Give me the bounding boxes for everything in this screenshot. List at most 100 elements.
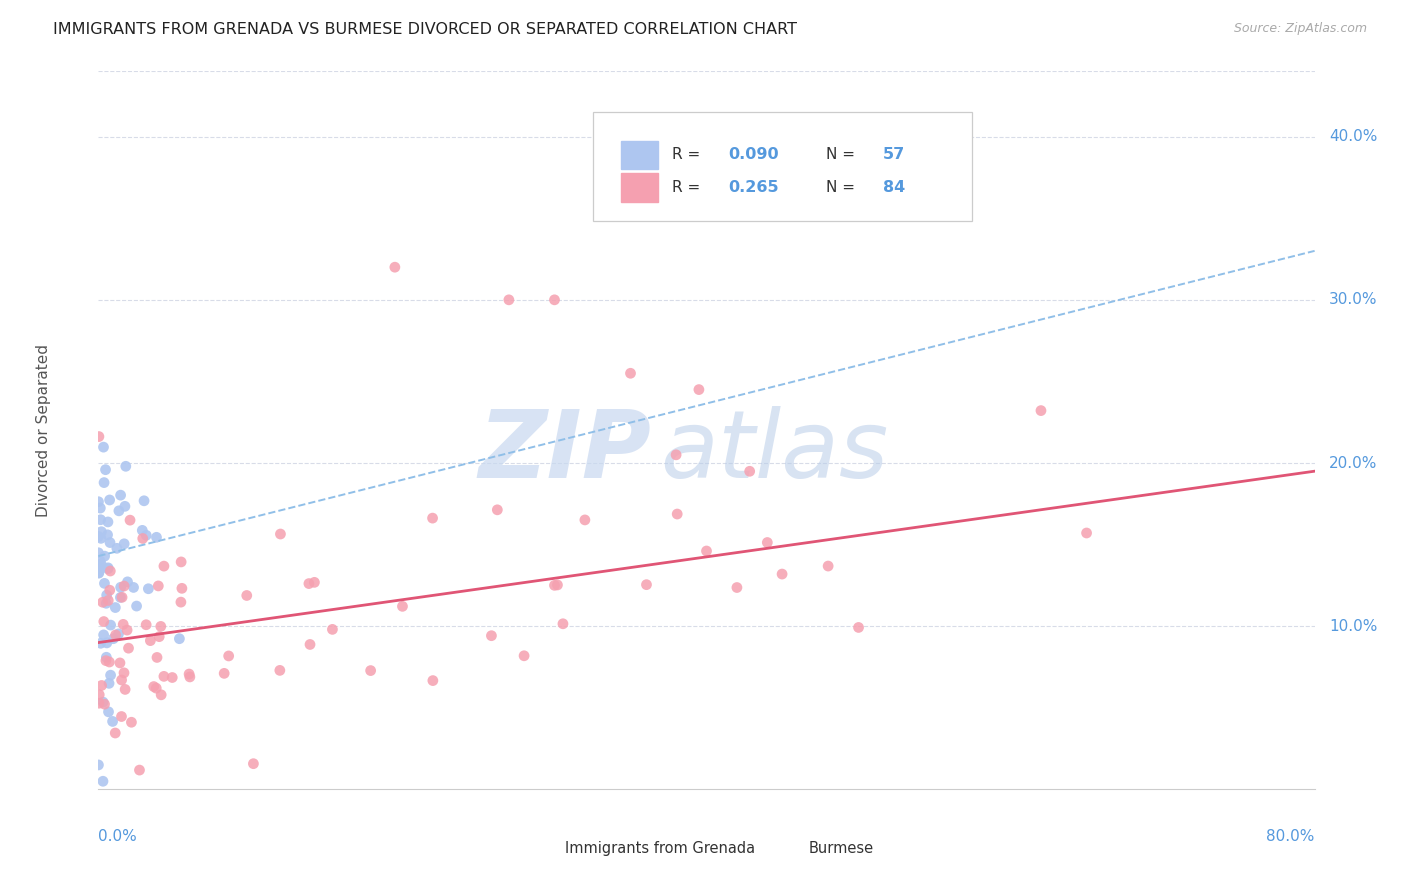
Text: 84: 84 bbox=[883, 180, 905, 195]
Point bbox=[87, 696, 110, 710]
Point bbox=[725, 581, 748, 595]
Point bbox=[91, 774, 114, 789]
Point bbox=[304, 575, 326, 590]
Point bbox=[269, 527, 291, 541]
Point bbox=[110, 591, 132, 605]
Point bbox=[391, 599, 413, 614]
Point bbox=[112, 665, 135, 680]
Point bbox=[148, 579, 170, 593]
Point bbox=[543, 293, 565, 307]
Point bbox=[87, 562, 110, 576]
Point bbox=[91, 595, 114, 609]
Point bbox=[546, 578, 568, 592]
Point bbox=[91, 695, 114, 709]
Point bbox=[110, 709, 132, 723]
Point bbox=[122, 581, 145, 595]
Point bbox=[97, 515, 120, 529]
Point bbox=[170, 582, 193, 596]
Point bbox=[135, 617, 157, 632]
Text: Immigrants from Grenada: Immigrants from Grenada bbox=[565, 841, 755, 855]
Text: 40.0%: 40.0% bbox=[1329, 129, 1378, 145]
Point bbox=[94, 463, 117, 477]
Point bbox=[117, 641, 139, 656]
Point bbox=[98, 493, 121, 508]
Point bbox=[212, 666, 235, 681]
Point bbox=[142, 680, 165, 694]
Point bbox=[153, 669, 176, 683]
Point bbox=[90, 678, 112, 692]
Point bbox=[169, 632, 191, 646]
Point bbox=[117, 574, 139, 589]
Point bbox=[170, 595, 193, 609]
Point bbox=[98, 655, 121, 669]
Point bbox=[1029, 403, 1052, 417]
Point bbox=[87, 529, 110, 543]
Point bbox=[125, 599, 148, 613]
Point bbox=[104, 726, 127, 740]
Point bbox=[100, 668, 122, 682]
Point bbox=[498, 293, 520, 307]
Point bbox=[89, 554, 111, 568]
Point bbox=[87, 494, 110, 508]
Point bbox=[96, 528, 118, 542]
Point bbox=[688, 383, 710, 397]
Bar bbox=[621, 141, 658, 169]
Text: atlas: atlas bbox=[661, 407, 889, 498]
Point bbox=[108, 656, 131, 670]
Point bbox=[103, 632, 125, 646]
Point bbox=[574, 513, 596, 527]
Point bbox=[114, 459, 136, 474]
Point bbox=[131, 524, 153, 538]
Point bbox=[150, 688, 173, 702]
Point bbox=[145, 681, 167, 696]
Point bbox=[120, 715, 142, 730]
Point bbox=[145, 530, 167, 544]
Text: Source: ZipAtlas.com: Source: ZipAtlas.com bbox=[1233, 22, 1367, 36]
Text: N =: N = bbox=[825, 180, 859, 195]
Point bbox=[93, 697, 115, 711]
Point bbox=[98, 583, 121, 598]
Point bbox=[218, 648, 240, 663]
Text: R =: R = bbox=[672, 180, 706, 195]
Point bbox=[817, 559, 839, 574]
Point bbox=[110, 580, 132, 594]
Point bbox=[179, 667, 201, 681]
Point bbox=[94, 654, 117, 668]
Point bbox=[551, 616, 574, 631]
Text: 57: 57 bbox=[883, 147, 905, 162]
Point bbox=[153, 559, 176, 574]
FancyBboxPatch shape bbox=[593, 112, 972, 220]
Point bbox=[108, 504, 131, 518]
Point bbox=[148, 630, 170, 644]
Point bbox=[93, 549, 115, 563]
Point bbox=[848, 620, 870, 634]
Point bbox=[107, 627, 129, 641]
Point bbox=[486, 503, 509, 517]
Point bbox=[619, 366, 641, 380]
Point bbox=[104, 600, 127, 615]
Point bbox=[93, 576, 115, 591]
Point bbox=[666, 507, 689, 521]
Point bbox=[89, 501, 111, 516]
Point bbox=[422, 673, 444, 688]
Point bbox=[132, 532, 155, 546]
Point bbox=[87, 566, 110, 580]
Point bbox=[110, 673, 132, 687]
Point bbox=[236, 589, 259, 603]
Text: Divorced or Separated: Divorced or Separated bbox=[37, 344, 51, 516]
Point bbox=[93, 440, 115, 454]
Point bbox=[481, 629, 503, 643]
Point bbox=[97, 562, 120, 576]
Text: 0.265: 0.265 bbox=[728, 180, 779, 195]
Point bbox=[115, 623, 138, 637]
Point bbox=[179, 670, 201, 684]
Point bbox=[110, 488, 132, 502]
Text: 30.0%: 30.0% bbox=[1329, 293, 1378, 308]
Point bbox=[360, 664, 382, 678]
Text: 10.0%: 10.0% bbox=[1329, 619, 1378, 633]
Point bbox=[162, 671, 184, 685]
Point bbox=[90, 636, 112, 650]
Point bbox=[269, 664, 291, 678]
Point bbox=[90, 532, 112, 546]
Point bbox=[100, 618, 122, 632]
